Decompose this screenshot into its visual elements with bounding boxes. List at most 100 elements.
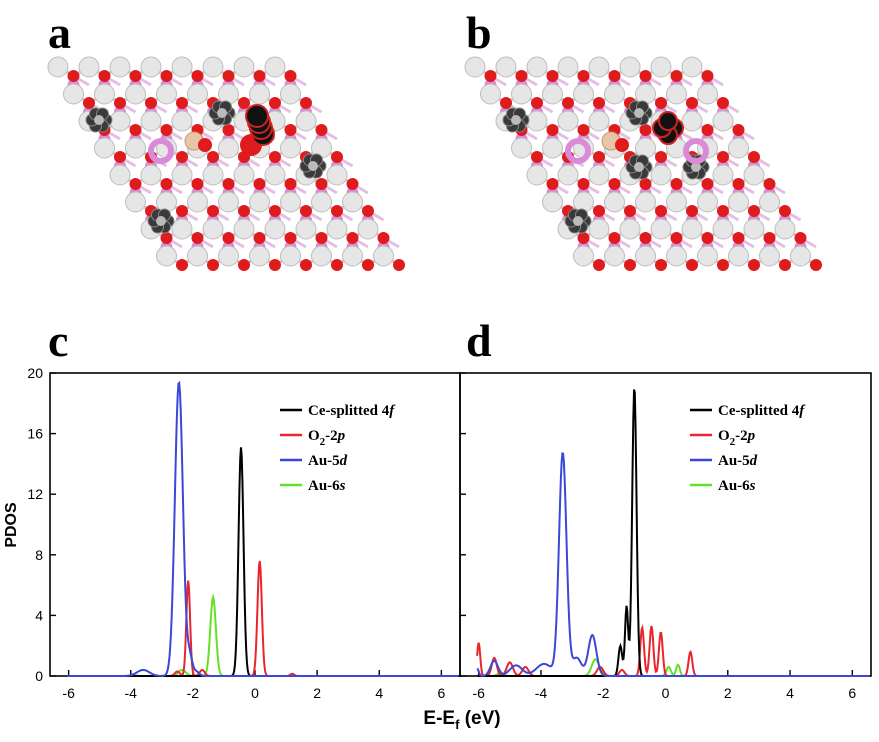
vacancy-ring [148,138,174,164]
x-tick-label: -2 [597,685,610,701]
o-atom [701,124,714,136]
au-core [308,161,318,171]
o-atom [346,232,359,244]
o2-atom [198,138,212,152]
o2-atom [615,138,629,152]
o-surface-atom [650,218,672,240]
o-atom [686,205,698,217]
o-atom [577,70,590,82]
o-surface-atom [342,191,363,213]
pdos-plot-c: -6 -4 -2 0 2 4 6 0 4 8 12 16 20 Ce-splitted 4f O2-2p Au… [27,365,459,701]
o-atom [160,124,173,136]
o-surface-atom [140,56,162,78]
legend-entry-au5d: Au-5d [308,453,348,469]
o-surface-atom [94,83,115,105]
o-atom [577,178,590,190]
o-surface-atom [666,191,687,213]
o-atom [253,70,266,82]
o-surface-atom [604,83,625,105]
o-atom [315,232,328,244]
o-atom [284,178,297,190]
o-atom [269,151,281,163]
o-surface-atom [280,83,301,105]
o-atom [67,70,80,82]
x-tick-label: -2 [187,685,200,701]
o-atom [331,151,343,163]
o-atom [794,232,807,244]
o-atom [717,205,729,217]
au-core [94,115,104,125]
legend-entry-ce: Ce-splitted 4f [308,403,396,419]
au-atom [625,100,653,126]
o-surface-atom [743,218,765,240]
o-surface-atom [480,83,501,105]
o-atom [346,178,359,190]
plot-frame-c [49,372,461,677]
o-atom [546,70,559,82]
o-surface-atom [326,164,348,186]
o-surface-atom [526,110,548,132]
o-surface-atom [357,218,379,240]
o-surface-atom [681,56,703,78]
o-surface-atom [125,191,146,213]
o-atom [779,259,791,271]
x-tick-label: -6 [472,685,485,701]
o-surface-atom [542,83,563,105]
legend-entry-o2: O2-2p [718,428,756,448]
y-tick-label: 4 [35,607,43,623]
o-atom [562,97,574,109]
o-surface-atom [666,245,687,267]
au-core [511,115,521,125]
x-tick-label: -4 [535,685,548,701]
o-atom [191,232,204,244]
o-surface-atom [109,110,131,132]
o-atom [315,124,328,136]
o-surface-atom [712,110,734,132]
o-surface-atom [109,56,131,78]
o-atom [670,178,683,190]
o-surface-atom [264,218,286,240]
o-atom [484,70,497,82]
o-surface-atom [249,191,270,213]
plot-frame-d [459,372,872,677]
o-atom [608,232,621,244]
o-atom [129,178,142,190]
o-atom [531,97,543,109]
o-surface-atom [681,110,703,132]
o-atom [810,259,822,271]
o-surface-atom [342,245,363,267]
o-surface-atom [743,164,765,186]
o-atom [207,259,219,271]
o-atom [222,232,235,244]
o-atom [763,232,776,244]
o-atom [748,151,760,163]
au-core [634,108,644,118]
legend-entry-ce: Ce-splitted 4f [718,403,806,419]
structure-panel-b [464,56,822,271]
o-surface-atom [202,164,224,186]
au-atom [208,100,236,126]
o-atom [701,232,714,244]
o-atom [593,151,605,163]
x-tick-label: 0 [662,685,670,701]
au-core [634,162,644,172]
o-atom [546,178,559,190]
o-surface-atom [171,218,193,240]
o-atom [686,97,698,109]
atom-layer [47,56,405,271]
vacancy-ring [683,138,709,164]
o-surface-atom [280,191,301,213]
o-atom [129,70,142,82]
o-surface-atom [264,164,286,186]
o-surface-atom [233,218,255,240]
au-core [691,162,701,172]
o-surface-atom [573,245,594,267]
o-atom [238,205,250,217]
o-atom [624,205,636,217]
o-surface-atom [264,56,286,78]
o-surface-atom [588,56,610,78]
o-atom [114,97,126,109]
o-surface-atom [650,56,672,78]
o-surface-atom [588,218,610,240]
x-tick-label: -6 [62,685,75,701]
